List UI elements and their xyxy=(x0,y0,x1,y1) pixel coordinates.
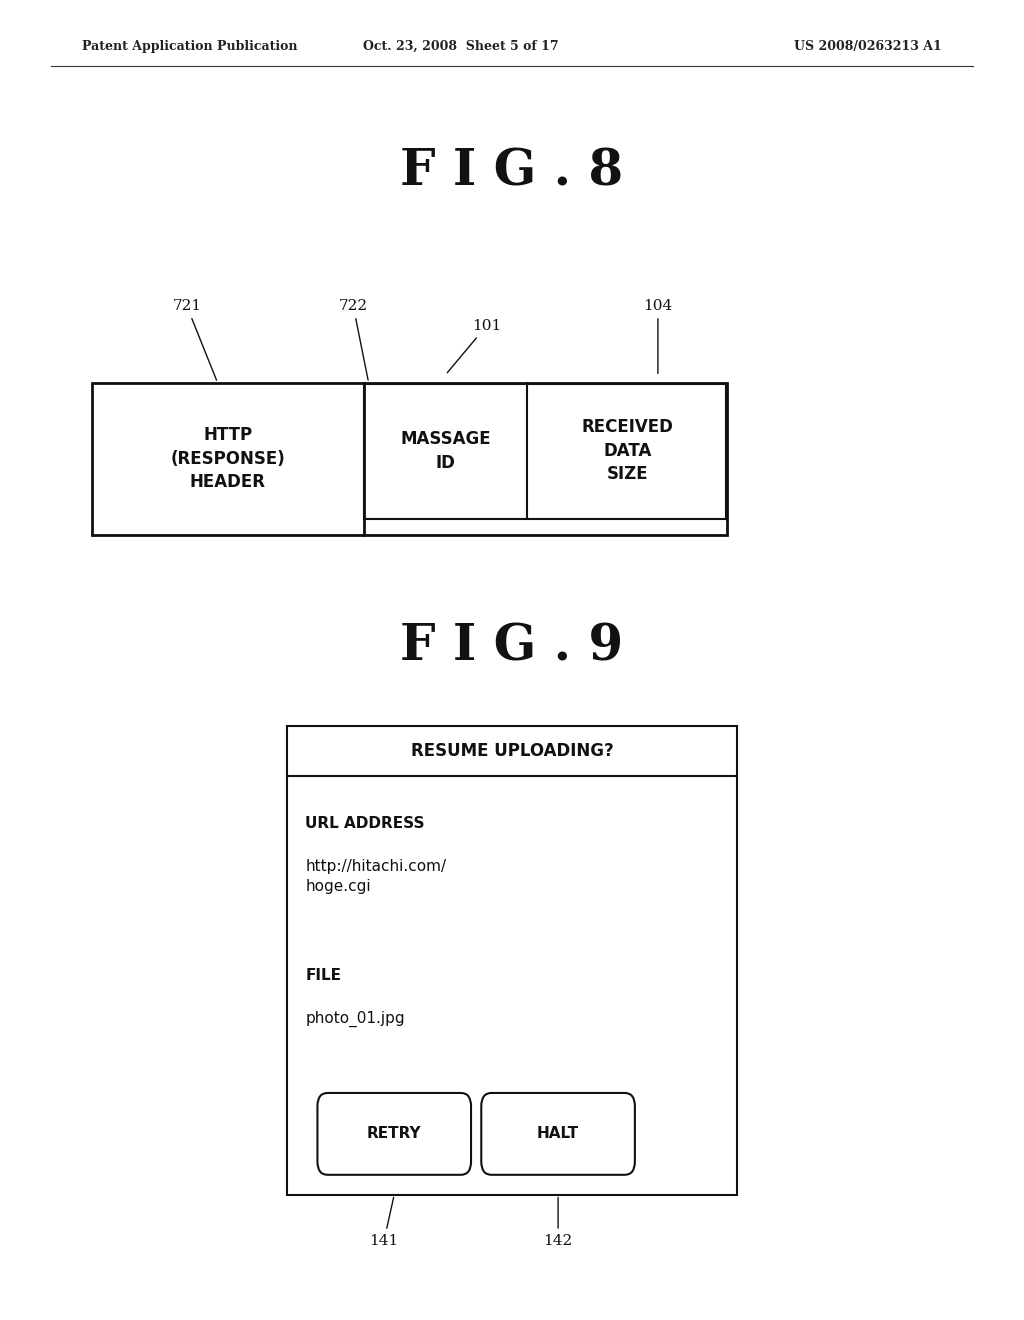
Text: HTTP
(RESPONSE)
HEADER: HTTP (RESPONSE) HEADER xyxy=(170,426,286,491)
Text: photo_01.jpg: photo_01.jpg xyxy=(305,1011,404,1027)
Text: FILE: FILE xyxy=(305,968,341,982)
Text: Patent Application Publication: Patent Application Publication xyxy=(82,40,297,53)
Text: F I G . 8: F I G . 8 xyxy=(400,147,624,197)
FancyBboxPatch shape xyxy=(481,1093,635,1175)
Text: RETRY: RETRY xyxy=(367,1126,422,1142)
Bar xyxy=(92,383,727,535)
Text: US 2008/0263213 A1: US 2008/0263213 A1 xyxy=(795,40,942,53)
Text: URL ADDRESS: URL ADDRESS xyxy=(305,816,425,830)
Text: HALT: HALT xyxy=(537,1126,580,1142)
Text: RECEIVED
DATA
SIZE: RECEIVED DATA SIZE xyxy=(582,418,673,483)
Text: 101: 101 xyxy=(447,319,501,372)
Text: 142: 142 xyxy=(544,1197,572,1247)
Text: 104: 104 xyxy=(643,300,673,374)
Text: 722: 722 xyxy=(339,300,368,380)
FancyBboxPatch shape xyxy=(317,1093,471,1175)
Text: 141: 141 xyxy=(370,1197,398,1247)
Text: F I G . 9: F I G . 9 xyxy=(400,622,624,672)
Text: MASSAGE
ID: MASSAGE ID xyxy=(400,430,490,471)
Text: 721: 721 xyxy=(172,300,216,380)
Bar xyxy=(287,726,737,1195)
Bar xyxy=(364,384,726,519)
Text: http://hitachi.com/
hoge.cgi: http://hitachi.com/ hoge.cgi xyxy=(305,859,446,894)
Text: Oct. 23, 2008  Sheet 5 of 17: Oct. 23, 2008 Sheet 5 of 17 xyxy=(362,40,559,53)
Text: RESUME UPLOADING?: RESUME UPLOADING? xyxy=(411,742,613,760)
